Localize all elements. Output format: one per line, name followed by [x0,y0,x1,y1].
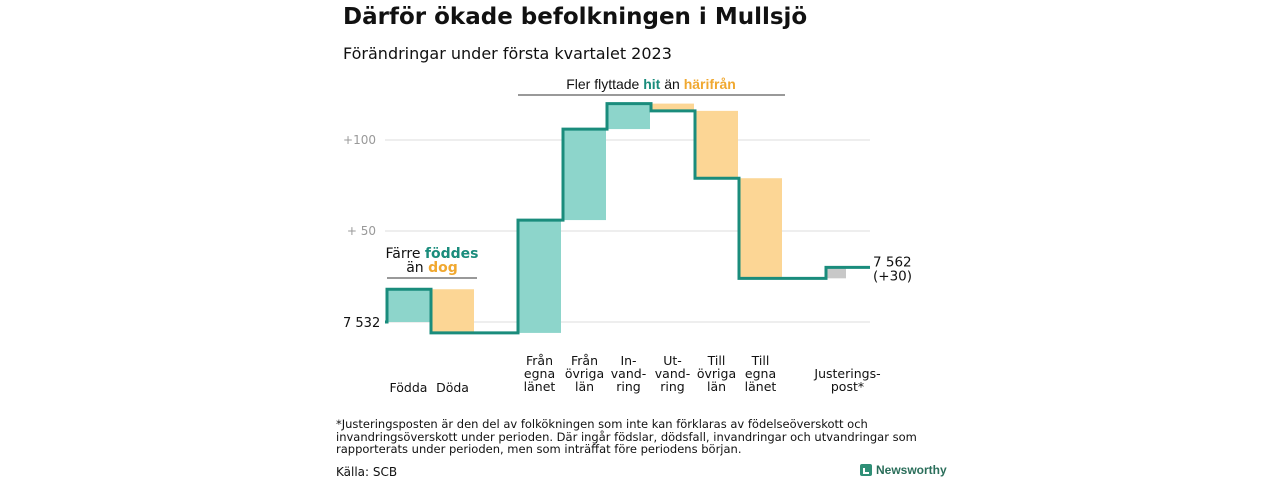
category-label: länet [524,379,556,394]
y-tick-label: + 50 [347,224,376,238]
bar-födda [387,289,430,322]
bar-invandring [607,103,650,130]
births-annotation-line1: Färre föddes [386,246,479,262]
migration-annotation: Fler flyttade hit än härifrån [566,76,736,92]
category-label: egna [745,366,776,381]
category-label: Ut- [663,353,682,368]
category-label: Döda [436,380,469,395]
category-label: egna [524,366,555,381]
category-label: övriga [565,366,604,381]
bar-utvandring [651,103,694,111]
end-change-label: (+30) [873,268,912,284]
category-label: län [575,379,594,394]
newsworthy-icon [860,464,872,476]
bar-justeringspost [826,267,846,279]
category-label: In- [620,353,636,368]
footnote: *Justeringsposten är den del av folkökni… [336,417,917,456]
cumulative-line [385,102,870,335]
chart-title: Därför ökade befolkningen i Mullsjö [343,4,808,30]
bar-döda [431,289,474,333]
brand-name: Newsworthy [876,463,947,477]
bar-tillegnalänet [739,178,782,279]
bar-frånövrigalän [563,129,606,221]
category-label: Födda [390,380,428,395]
category-label: län [707,379,726,394]
chart-subtitle: Förändringar under första kvartalet 2023 [343,44,672,63]
births-annotation-line2: än dog [406,260,458,276]
category-label: ring [660,379,684,394]
category-label: Från [571,353,598,368]
end-value-label: 7 562 [873,254,912,270]
category-label: vand- [655,366,690,381]
category-label: Till [751,353,770,368]
category-label: Till [707,353,726,368]
category-label: Från [526,353,553,368]
start-value-label: 7 532 [343,316,380,331]
category-label: post* [831,379,864,394]
category-label: länet [745,379,777,394]
bar-frånegnalänet [518,220,561,333]
brand-logo: Newsworthy [860,463,947,477]
category-label: övriga [697,366,736,381]
category-label: vand- [611,366,646,381]
y-tick-label: +100 [343,133,376,147]
category-label: ring [616,379,640,394]
source-label: Källa: SCB [336,465,398,479]
category-label: Justerings- [813,366,880,381]
bar-tillövrigalän [695,110,738,179]
